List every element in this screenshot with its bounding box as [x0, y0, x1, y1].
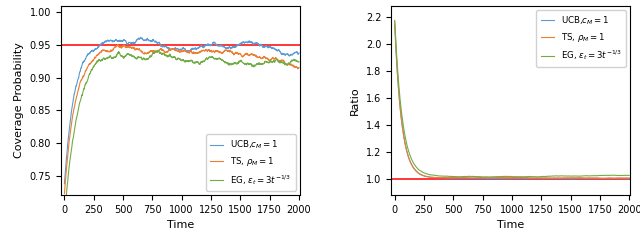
EG, $\varepsilon_t=3t^{-1/3}$ [619, 174, 627, 177]
UCB,$c_M=1$ [499, 177, 506, 180]
UCB,$c_M=1$ [619, 177, 627, 180]
TS, $\rho_M=1$ [391, 20, 399, 23]
EG, $\varepsilon_t=3t^{-1/3}$ [499, 175, 506, 178]
UCB,$c_M=1$ [288, 53, 296, 56]
UCB,$c_M=1$ [403, 149, 410, 152]
X-axis label: Time: Time [167, 220, 194, 231]
UCB,$c_M=1$ [72, 84, 80, 87]
EG, $\varepsilon_t=3t^{-1/3}$ [505, 175, 513, 178]
TS, $\rho_M=1$ [403, 150, 410, 152]
UCB,$c_M=1$ [168, 48, 176, 51]
TS, $\rho_M=1$ [72, 96, 80, 99]
Legend: UCB,$c_M=1$, TS, $\rho_M=1$, EG, $\varepsilon_t=3t^{-1/3}$: UCB,$c_M=1$, TS, $\rho_M=1$, EG, $\varep… [536, 10, 626, 67]
X-axis label: Time: Time [497, 220, 524, 231]
EG, $\varepsilon_t=3t^{-1/3}$ [484, 176, 492, 179]
EG, $\varepsilon_t=3t^{-1/3}$ [175, 57, 182, 60]
UCB,$c_M=1$ [289, 53, 296, 56]
TS, $\rho_M=1$ [619, 176, 627, 179]
TS, $\rho_M=1$ [602, 177, 609, 180]
TS, $\rho_M=1$ [289, 64, 296, 67]
UCB,$c_M=1$ [625, 177, 633, 180]
Line: TS, $\rho_M=1$: TS, $\rho_M=1$ [395, 21, 629, 178]
EG, $\varepsilon_t=3t^{-1/3}$ [289, 59, 296, 62]
UCB,$c_M=1$ [505, 177, 513, 180]
TS, $\rho_M=1$ [625, 176, 633, 179]
EG, $\varepsilon_t=3t^{-1/3}$ [575, 175, 583, 177]
EG, $\varepsilon_t=3t^{-1/3}$ [391, 19, 399, 22]
EG, $\varepsilon_t=3t^{-1/3}$ [288, 59, 296, 62]
UCB,$c_M=1$ [295, 52, 303, 54]
Y-axis label: Ratio: Ratio [350, 86, 360, 115]
UCB,$c_M=1$ [137, 36, 145, 39]
UCB,$c_M=1$ [175, 48, 182, 51]
Line: TS, $\rho_M=1$: TS, $\rho_M=1$ [65, 45, 299, 194]
TS, $\rho_M=1$ [619, 176, 627, 179]
EG, $\varepsilon_t=3t^{-1/3}$ [625, 174, 633, 177]
TS, $\rho_M=1$ [168, 48, 176, 51]
Legend: UCB,$c_M=1$, TS, $\rho_M=1$, EG, $\varepsilon_t=3t^{-1/3}$: UCB,$c_M=1$, TS, $\rho_M=1$, EG, $\varep… [206, 134, 296, 191]
Line: EG, $\varepsilon_t=3t^{-1/3}$: EG, $\varepsilon_t=3t^{-1/3}$ [65, 50, 299, 217]
UCB,$c_M=1$ [391, 24, 399, 27]
Line: EG, $\varepsilon_t=3t^{-1/3}$: EG, $\varepsilon_t=3t^{-1/3}$ [395, 20, 629, 177]
EG, $\varepsilon_t=3t^{-1/3}$ [245, 63, 253, 66]
TS, $\rho_M=1$ [61, 192, 68, 195]
EG, $\varepsilon_t=3t^{-1/3}$ [72, 116, 80, 119]
TS, $\rho_M=1$ [288, 64, 296, 67]
Y-axis label: Coverage Probability: Coverage Probability [14, 43, 24, 158]
Line: UCB,$c_M=1$: UCB,$c_M=1$ [65, 37, 299, 184]
UCB,$c_M=1$ [575, 177, 583, 180]
EG, $\varepsilon_t=3t^{-1/3}$ [295, 60, 303, 63]
EG, $\varepsilon_t=3t^{-1/3}$ [619, 174, 627, 177]
TS, $\rho_M=1$ [114, 43, 122, 46]
TS, $\rho_M=1$ [245, 54, 253, 57]
EG, $\varepsilon_t=3t^{-1/3}$ [61, 215, 68, 218]
EG, $\varepsilon_t=3t^{-1/3}$ [403, 143, 410, 145]
Line: UCB,$c_M=1$: UCB,$c_M=1$ [395, 25, 629, 179]
UCB,$c_M=1$ [245, 39, 253, 42]
TS, $\rho_M=1$ [575, 176, 583, 179]
EG, $\varepsilon_t=3t^{-1/3}$ [168, 56, 176, 59]
TS, $\rho_M=1$ [295, 66, 303, 69]
UCB,$c_M=1$ [619, 177, 627, 180]
TS, $\rho_M=1$ [499, 176, 506, 179]
UCB,$c_M=1$ [61, 182, 68, 185]
TS, $\rho_M=1$ [505, 176, 513, 179]
EG, $\varepsilon_t=3t^{-1/3}$ [154, 49, 161, 52]
UCB,$c_M=1$ [568, 177, 576, 180]
TS, $\rho_M=1$ [175, 49, 182, 52]
